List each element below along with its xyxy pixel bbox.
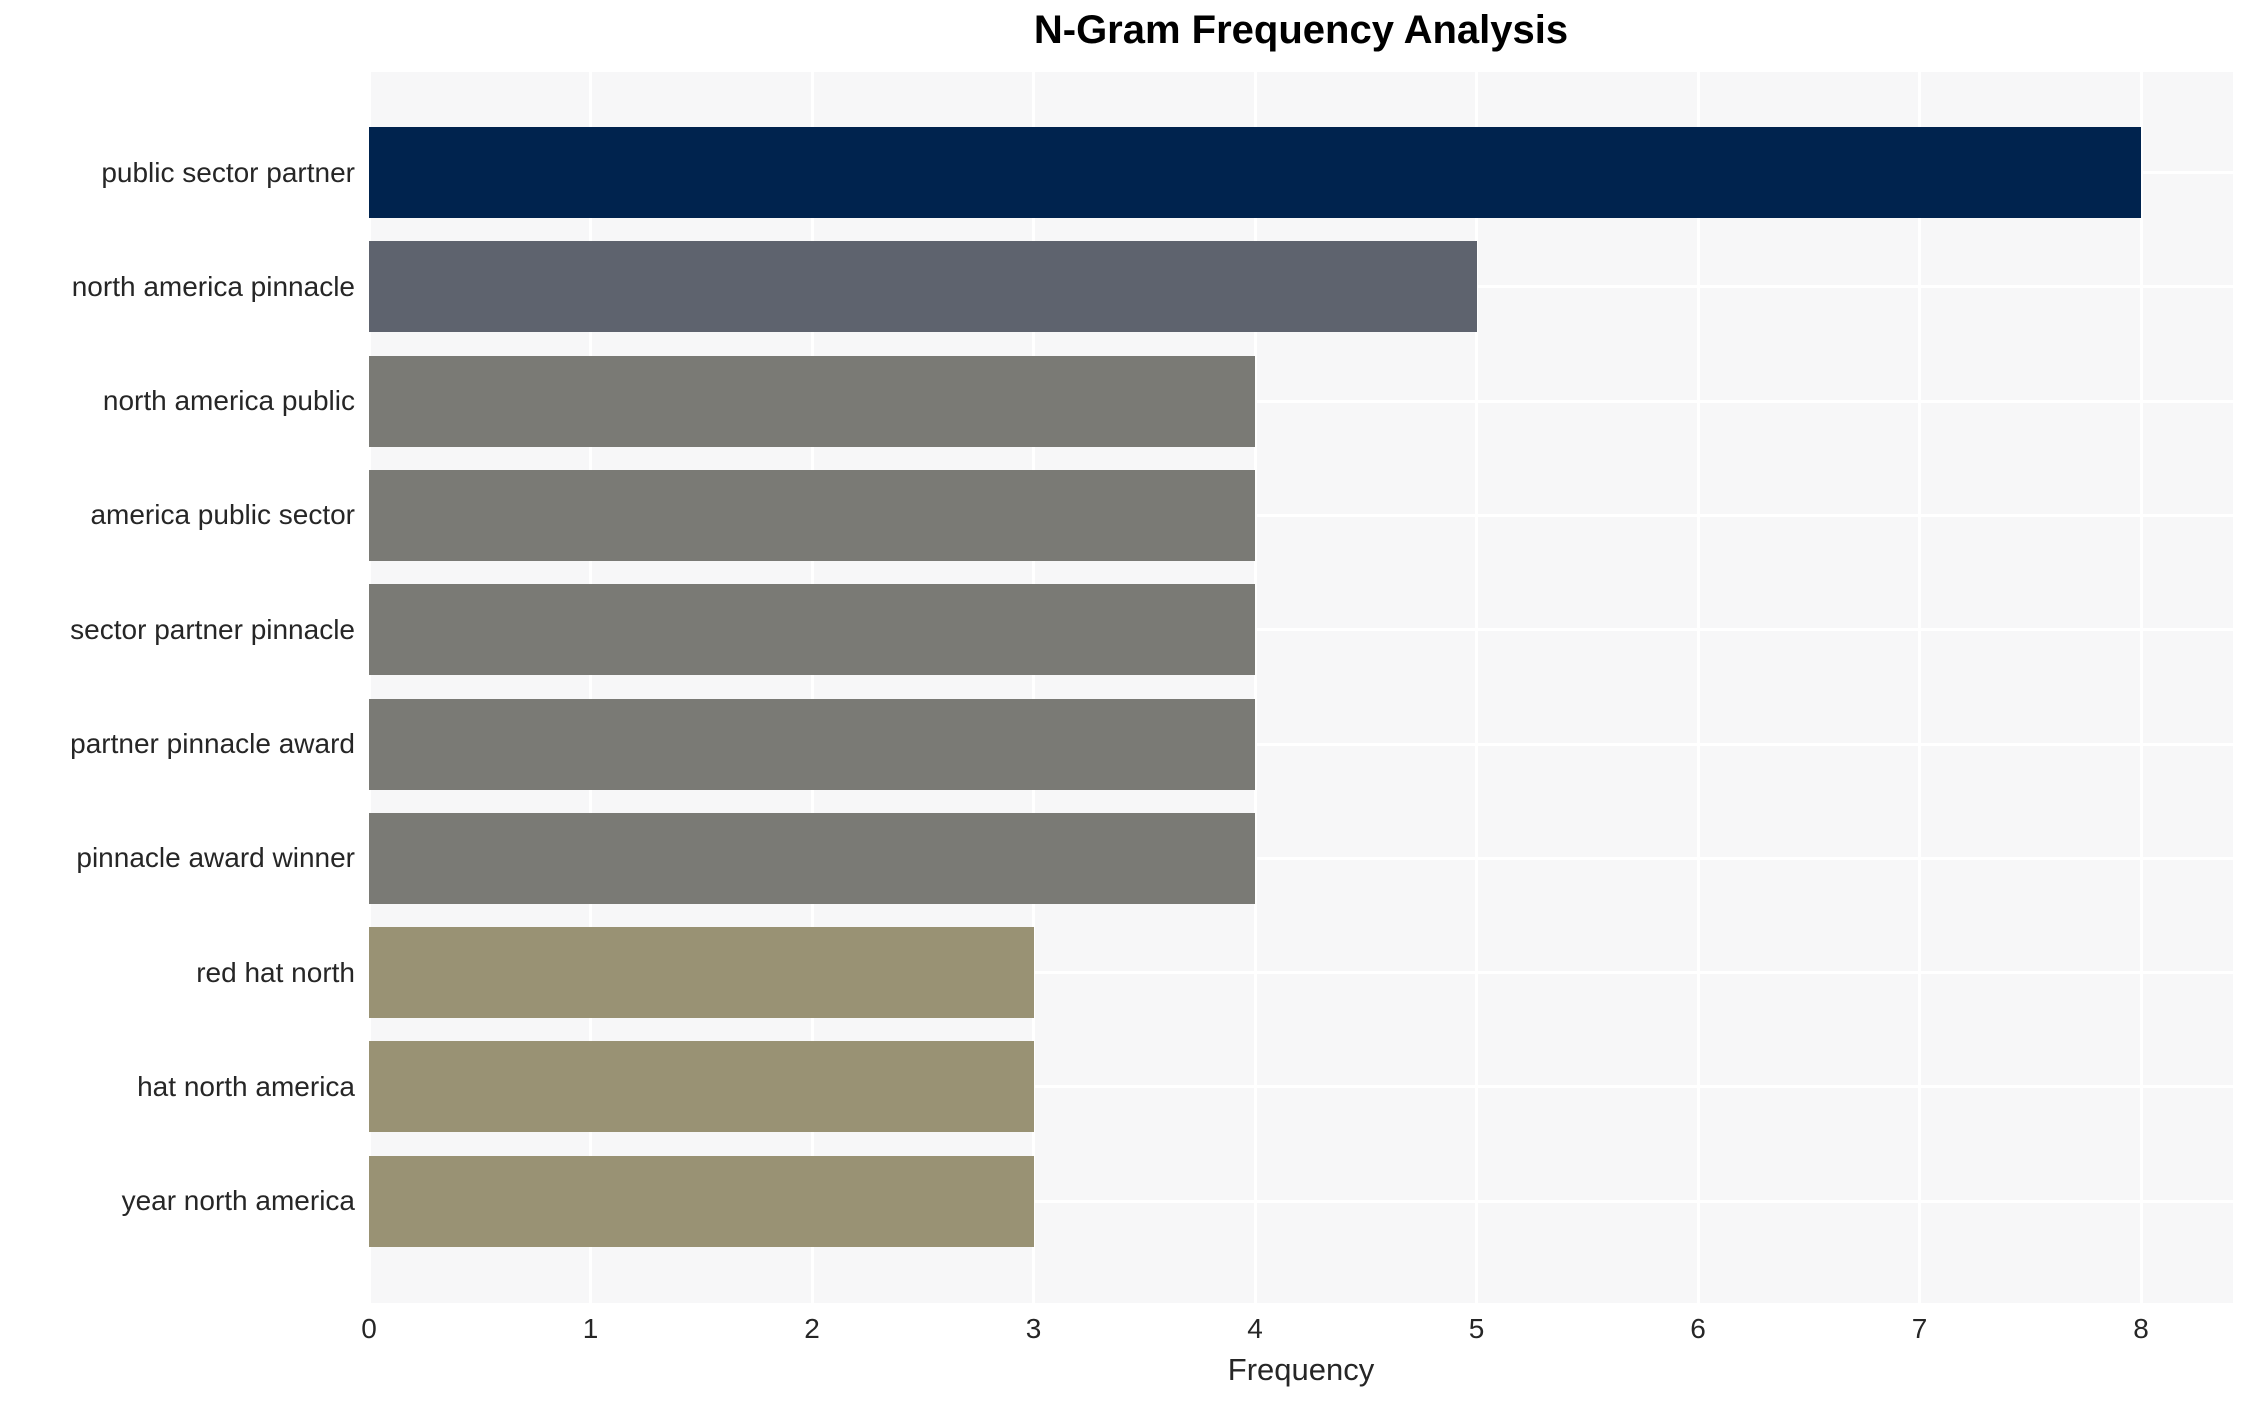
x-tick-label: 3: [1025, 1313, 1042, 1344]
vertical-gridline: [810, 72, 814, 1303]
x-tick-label: 8: [2133, 1313, 2149, 1344]
category-label: partner pinnacle award: [70, 728, 355, 759]
vertical-gridline: [1918, 72, 1921, 1303]
vertical-gridline: [2139, 72, 2143, 1303]
category-label: sector partner pinnacle: [70, 613, 355, 645]
bar: [369, 241, 1477, 333]
bar: [369, 355, 1255, 447]
vertical-gridline: [1032, 72, 1035, 1303]
horizontal-gridline: [369, 971, 2233, 975]
x-tick-label: 4: [1247, 1313, 1263, 1344]
bar: [369, 927, 1034, 1019]
x-tick-label: 0: [361, 1313, 377, 1344]
horizontal-gridline: [369, 742, 2233, 746]
bar: [369, 1155, 1034, 1247]
bar: [369, 469, 1255, 561]
category-label: north america pinnacle: [71, 270, 355, 302]
x-tick-label: 6: [1690, 1313, 1706, 1344]
category-label: america public sector: [90, 499, 355, 531]
vertical-gridline: [1253, 72, 1257, 1303]
vertical-gridline: [1475, 72, 1478, 1303]
bar: [369, 812, 1255, 904]
category-label: hat north america: [137, 1070, 355, 1102]
chart-title: N-Gram Frequency Analysis: [1033, 8, 1569, 52]
horizontal-gridline: [369, 628, 2233, 632]
horizontal-gridline: [369, 856, 2233, 860]
category-label: pinnacle award winner: [76, 842, 355, 874]
bar: [369, 698, 1255, 790]
horizontal-gridline: [369, 513, 2233, 517]
bar: [369, 584, 1255, 676]
x-tick-label: 5: [1468, 1313, 1485, 1344]
category-label: north america public: [102, 385, 355, 417]
plot-area: [369, 72, 2233, 1303]
category-label: public sector partner: [101, 156, 355, 188]
horizontal-gridline: [369, 1085, 2233, 1089]
x-axis-title: Frequency: [1227, 1352, 1375, 1387]
bar: [369, 1041, 1034, 1133]
vertical-gridline: [369, 72, 371, 1303]
x-tick-label: 1: [582, 1313, 599, 1344]
category-label: red hat north: [196, 956, 355, 988]
horizontal-gridline: [369, 1199, 2233, 1203]
vertical-gridline: [1696, 72, 1700, 1303]
vertical-gridline: [589, 72, 592, 1303]
horizontal-gridline: [369, 399, 2233, 403]
bar: [369, 127, 2141, 218]
category-label: year north america: [121, 1185, 355, 1217]
x-tick-label: 2: [804, 1313, 820, 1344]
x-tick-label: 7: [1911, 1313, 1928, 1344]
